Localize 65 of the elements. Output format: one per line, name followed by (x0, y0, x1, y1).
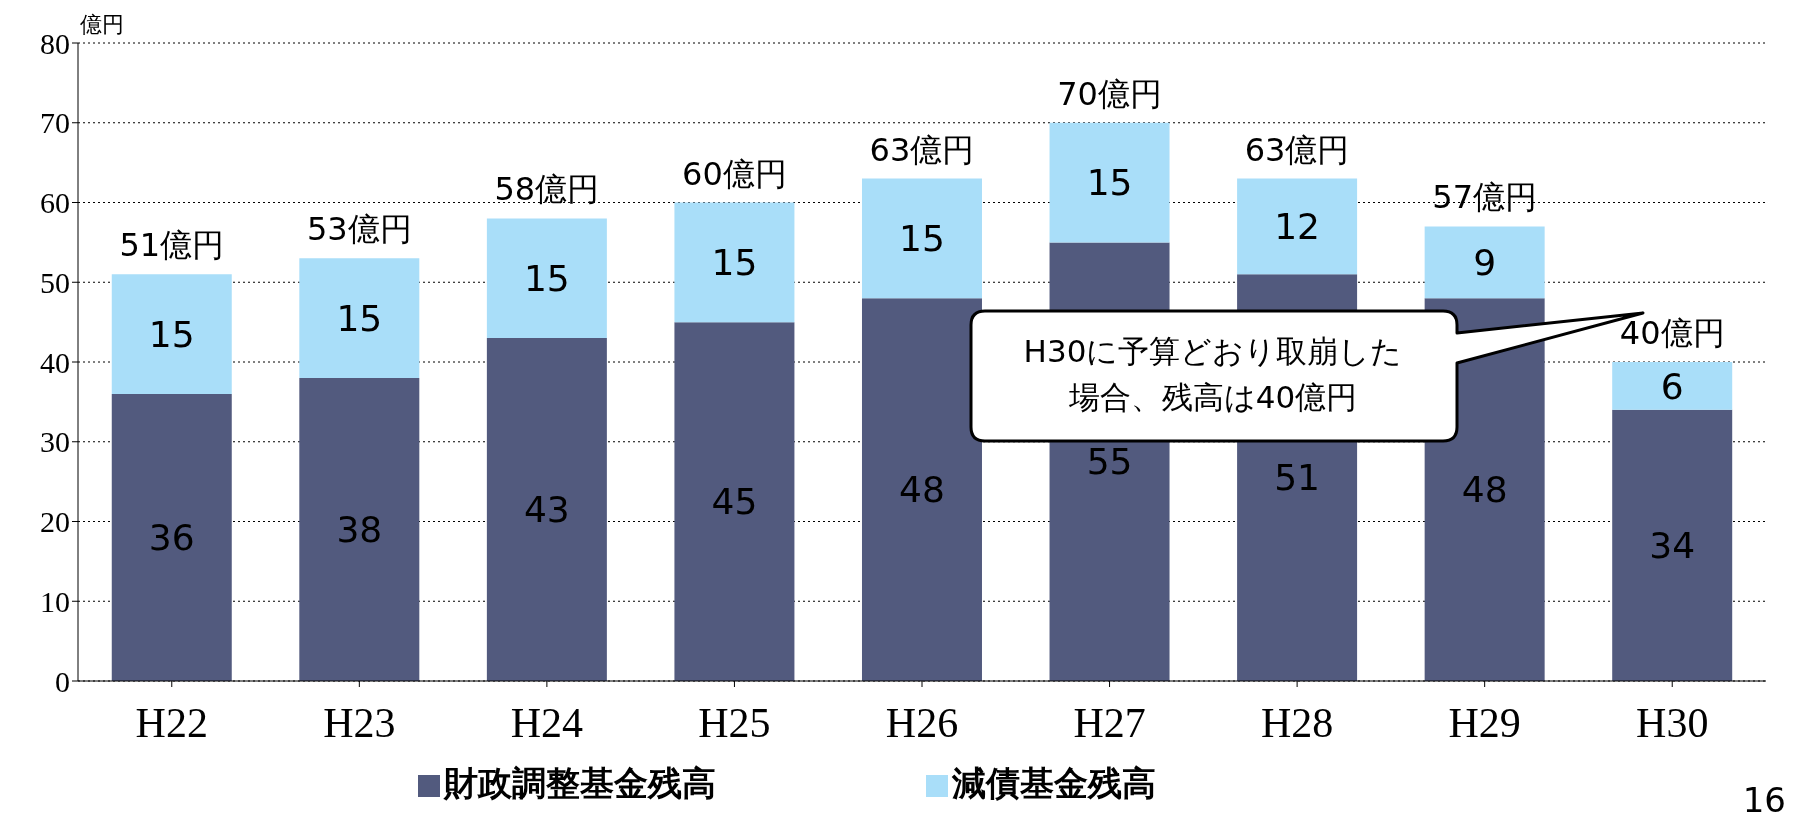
data-label: 36 (148, 517, 195, 559)
y-tick-label: 50 (40, 265, 70, 299)
data-label: 43 (523, 489, 570, 531)
legend-label: 財政調整基金残高 (444, 763, 716, 803)
bar (674, 202, 795, 323)
bar (1237, 178, 1358, 275)
text: 16 (1742, 780, 1786, 820)
data-label: 51 (1274, 457, 1320, 499)
y-tick-label: 60 (40, 186, 70, 220)
data-label: 9 (1473, 242, 1497, 284)
total-label: 51億円 (119, 226, 225, 265)
bar (1424, 226, 1545, 299)
total-label: 53億円 (306, 210, 412, 249)
bar (861, 178, 982, 299)
y-tick-label: 30 (40, 425, 70, 459)
bar (1612, 409, 1733, 681)
y-tick-label: 40 (40, 345, 70, 379)
y-tick-label: 10 (40, 584, 70, 618)
annotation: H30に予算どおり取崩した場合、残高は40億円 (1022, 332, 1404, 417)
data-label: 48 (1461, 469, 1508, 511)
y-tick-label: 20 (40, 505, 70, 539)
y-axis-title: 億円 (80, 11, 124, 39)
data-label: 6 (1660, 365, 1684, 407)
data-label: 15 (1086, 162, 1133, 204)
bar (111, 393, 232, 681)
x-tick-label: H23 (323, 699, 396, 746)
data-label: 48 (899, 469, 945, 511)
data-label: 15 (523, 258, 570, 300)
bar (1049, 122, 1170, 243)
data-label: 15 (899, 218, 945, 260)
x-tick-label: H29 (1448, 699, 1521, 746)
total-label: 63億円 (869, 130, 975, 169)
x-tick-label: H24 (510, 699, 584, 746)
total-label: 40億円 (1619, 314, 1725, 352)
y-tick-label: 70 (40, 106, 70, 140)
bar (486, 338, 607, 681)
legend-label: 減債基金残高 (952, 763, 1156, 803)
data-label: 15 (711, 242, 758, 284)
x-tick-label: H22 (135, 699, 208, 746)
y-tick-label: 0 (55, 664, 70, 698)
bar (111, 274, 232, 394)
bar (1612, 362, 1733, 410)
total-label: 58億円 (494, 170, 600, 209)
x-tick-label: H28 (1260, 699, 1334, 746)
total-label: 60億円 (682, 154, 787, 193)
bar (299, 258, 420, 378)
x-tick-label: H30 (1636, 699, 1709, 746)
bar (486, 218, 607, 339)
data-label: 45 (711, 481, 758, 523)
bar (861, 298, 982, 681)
x-tick-label: H25 (698, 699, 771, 746)
total-label: 70億円 (1057, 74, 1162, 113)
bar (299, 377, 420, 681)
x-tick-label: H27 (1073, 699, 1146, 746)
data-label: 34 (1649, 525, 1696, 567)
total-label: 57億円 (1432, 178, 1538, 217)
y-tick-label: 80 (40, 26, 70, 60)
bar (674, 322, 795, 681)
total-label: 63億円 (1244, 130, 1350, 169)
data-label: 12 (1274, 206, 1320, 248)
data-label: 38 (336, 509, 383, 551)
x-tick-label: H26 (885, 699, 959, 746)
data-label: 15 (336, 297, 383, 339)
data-label: 15 (148, 313, 195, 355)
data-label: 55 (1086, 441, 1133, 483)
